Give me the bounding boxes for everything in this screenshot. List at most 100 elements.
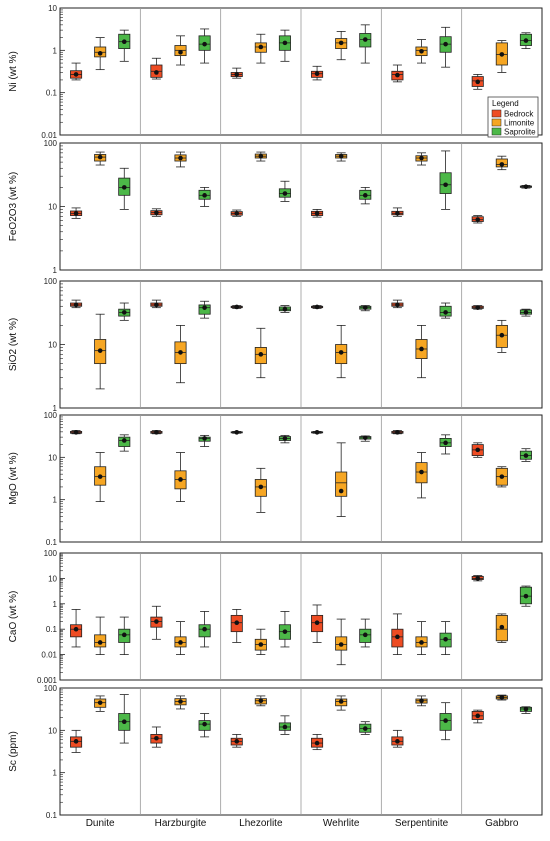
mean-point: [97, 700, 103, 705]
mean-point: [499, 52, 505, 57]
mean-point: [443, 440, 448, 446]
legend-swatch-saprolite: [491, 127, 502, 136]
y-tick-label: 100: [44, 684, 58, 693]
y-tick-label: 0.1: [46, 625, 58, 634]
mean-point: [419, 346, 424, 352]
mean-point: [202, 305, 207, 310]
mean-point: [121, 719, 127, 724]
mean-point: [282, 436, 288, 441]
y-tick-label: 1: [53, 496, 58, 505]
mean-point: [73, 739, 79, 744]
mean-point: [443, 310, 448, 315]
mean-point: [282, 629, 288, 634]
y-tick-label: 0.1: [46, 538, 58, 547]
mean-point: [73, 72, 79, 77]
mean-point: [419, 469, 424, 475]
y-axis-label: CaO (wt %): [8, 591, 19, 643]
mean-point: [314, 740, 320, 746]
mean-point: [73, 211, 79, 216]
legend-label-bedrock: Bedrock: [504, 110, 534, 119]
mean-point: [338, 488, 344, 494]
y-tick-label: 10: [48, 453, 57, 462]
mean-point: [443, 182, 448, 188]
mean-point: [314, 430, 320, 435]
mean-point: [523, 38, 529, 43]
mean-point: [338, 153, 344, 159]
y-tick-label: 0.1: [46, 89, 58, 98]
mean-point: [362, 193, 368, 198]
mean-point: [362, 726, 368, 731]
y-axis-label: MgO (wt %): [8, 452, 19, 505]
mean-point: [499, 474, 505, 479]
mean-point: [499, 162, 505, 167]
mean-point: [178, 699, 183, 704]
mean-point: [154, 302, 159, 308]
mean-point: [258, 484, 264, 490]
mean-point: [178, 155, 183, 161]
mean-point: [443, 41, 448, 47]
y-tick-label: 10: [48, 203, 57, 212]
mean-point: [362, 37, 368, 42]
mean-point: [234, 739, 240, 744]
y-axis-label: SiO2 (wt %): [8, 318, 19, 371]
mean-point: [121, 39, 127, 44]
mean-point: [362, 305, 368, 310]
mean-point: [97, 348, 103, 353]
legend-label-saprolite: Saprolite: [504, 128, 536, 137]
mean-point: [523, 310, 529, 315]
mean-point: [419, 48, 424, 54]
mean-point: [499, 332, 505, 338]
mean-point: [97, 154, 103, 160]
mean-point: [258, 44, 264, 50]
y-tick-label: 0.01: [41, 651, 57, 660]
mean-point: [499, 624, 505, 630]
mean-point: [475, 447, 481, 453]
mean-point: [362, 435, 368, 441]
mean-point: [362, 632, 368, 638]
y-tick-label: 10: [48, 341, 57, 350]
mean-point: [97, 51, 103, 56]
mean-point: [121, 185, 127, 190]
mean-point: [73, 302, 79, 308]
y-tick-label: 10: [48, 4, 57, 13]
mean-point: [282, 724, 288, 730]
mean-point: [154, 430, 159, 435]
mean-point: [154, 210, 159, 215]
mean-point: [338, 642, 344, 647]
legend-swatch-limonite: [491, 118, 502, 127]
mean-point: [419, 155, 424, 161]
y-tick-label: 10: [48, 574, 57, 583]
mean-point: [97, 640, 103, 645]
mean-point: [73, 626, 79, 632]
category-label: Serpentinite: [395, 818, 449, 829]
y-axis-label: Ni (wt %): [8, 51, 19, 92]
mean-point: [202, 721, 207, 727]
mean-point: [178, 49, 183, 55]
mean-point: [282, 306, 288, 312]
mean-point: [499, 695, 505, 700]
mean-point: [395, 739, 400, 744]
mean-point: [523, 453, 529, 458]
category-label: Gabbro: [485, 818, 519, 829]
category-label: Harzburgite: [155, 818, 207, 829]
mean-point: [338, 699, 344, 704]
mean-point: [234, 620, 240, 626]
y-tick-label: 1: [53, 769, 58, 778]
mean-point: [154, 735, 159, 741]
mean-point: [178, 350, 183, 355]
mean-point: [523, 184, 529, 190]
mean-point: [314, 71, 320, 77]
mean-point: [314, 620, 320, 626]
mean-point: [443, 637, 448, 642]
mean-point: [523, 706, 529, 712]
y-tick-label: 10: [48, 726, 57, 735]
mean-point: [154, 619, 159, 624]
mean-point: [419, 640, 424, 645]
category-label: Lhezorlite: [239, 818, 283, 829]
legend-title: Legend: [492, 99, 519, 108]
mean-point: [475, 576, 481, 581]
mean-point: [475, 713, 481, 719]
mean-point: [73, 430, 79, 435]
mean-point: [234, 430, 240, 435]
